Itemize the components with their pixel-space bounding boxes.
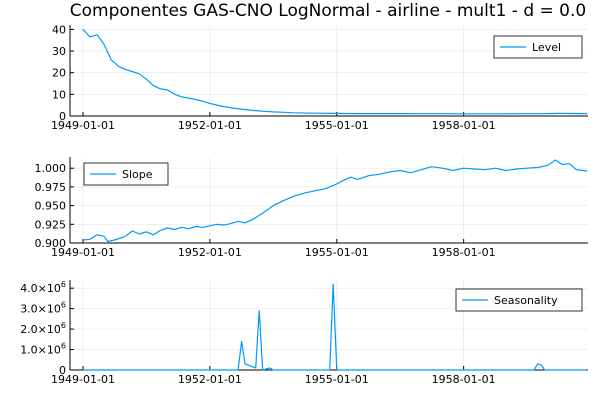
y-tick-mantissa: 3.0×10 <box>20 303 61 316</box>
series-line-level <box>82 28 588 115</box>
series-line-seasonality <box>83 283 587 371</box>
y-tick-label: 0.925 <box>35 218 67 231</box>
y-tick-label: 20 <box>52 67 66 80</box>
y-tick-label: 3.0×106 <box>20 301 66 316</box>
x-tick-label: 1958-01-01 <box>432 119 496 132</box>
y-tick-label: 0.950 <box>35 200 67 213</box>
y-tick-label: 0 <box>59 364 66 377</box>
y-tick-exponent: 6 <box>61 342 66 351</box>
y-tick-label: 1.000 <box>35 162 67 175</box>
y-tick-label: 10 <box>52 88 66 101</box>
x-tick-label: 1955-01-01 <box>305 373 369 386</box>
y-tick-label: 4.0×106 <box>20 280 66 295</box>
legend-box <box>455 288 583 312</box>
x-tick-label: 1955-01-01 <box>305 246 369 259</box>
panel-2: 0.900 0.925 0.950 0.975 1.000 1949-01-01 1952-… <box>35 157 588 259</box>
y-tick-mantissa: 4.0×10 <box>20 282 61 295</box>
y-tick-label: 1.0×106 <box>20 342 66 357</box>
y-tick-label: 2.0×106 <box>20 321 66 336</box>
chart-title: Componentes GAS-CNO LogNormal - airline … <box>70 1 586 21</box>
legend: Level <box>493 35 583 59</box>
y-tick-mantissa: 2.0×10 <box>20 323 61 336</box>
y-tick-label: 0.900 <box>35 237 67 250</box>
x-tick-label: 1958-01-01 <box>432 373 496 386</box>
y-tick-label: 0.975 <box>35 181 67 194</box>
panel-1: 0 10 20 30 40 1949-01-01 1952-01-01 1955-01-01 1… <box>51 23 588 132</box>
y-tick-label: 40 <box>52 23 66 36</box>
y-tick-exponent: 6 <box>61 321 66 330</box>
y-tick-label: 0 <box>59 110 66 123</box>
x-tick-label: 1955-01-01 <box>305 119 369 132</box>
x-tick-label: 1952-01-01 <box>178 373 242 386</box>
y-tick-exponent: 6 <box>61 280 66 289</box>
panels: 0 10 20 30 40 1949-01-01 1952-01-01 1955-01-01 1… <box>20 23 588 386</box>
legend: Slope <box>83 162 169 186</box>
x-tick-label: 1949-01-01 <box>51 119 115 132</box>
legend-box <box>83 162 169 186</box>
legend-box <box>493 35 583 59</box>
y-tick-exponent: 6 <box>61 301 66 310</box>
legend-label: Slope <box>122 168 153 181</box>
legend: Seasonality <box>455 288 583 312</box>
x-tick-label: 1958-01-01 <box>432 246 496 259</box>
x-tick-label: 1952-01-01 <box>178 119 242 132</box>
y-tick-mantissa: 1.0×10 <box>20 344 61 357</box>
series-line-slope <box>82 159 588 243</box>
legend-label: Seasonality <box>494 294 558 307</box>
legend-label: Level <box>532 41 561 54</box>
x-tick-label: 1952-01-01 <box>178 246 242 259</box>
y-tick-mantissa: 0 <box>59 364 66 377</box>
x-tick-label: 1949-01-01 <box>51 246 115 259</box>
x-tick-label: 1949-01-01 <box>51 373 115 386</box>
y-tick-label: 30 <box>52 45 66 58</box>
